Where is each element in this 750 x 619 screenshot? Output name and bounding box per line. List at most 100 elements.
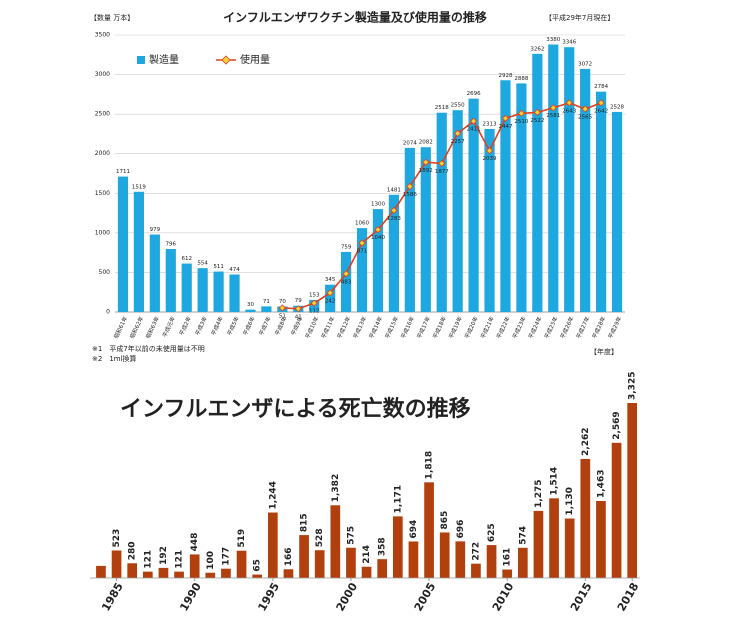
marker — [565, 99, 573, 107]
note: ※2 1ml換算 — [92, 354, 137, 363]
bar — [627, 403, 638, 578]
bar — [424, 482, 434, 578]
x-tick-label: 平成23年 — [510, 315, 527, 340]
bar — [372, 209, 384, 312]
x-tick-label: 2018 — [615, 581, 642, 614]
bar — [158, 567, 169, 578]
bar — [392, 516, 403, 578]
data-label: 30 — [247, 302, 254, 308]
bar — [404, 147, 415, 312]
data-label: 51 — [279, 313, 286, 319]
data-label: 2642 — [594, 108, 608, 114]
data-label: 71 — [263, 299, 270, 305]
data-label: 2550 — [451, 103, 465, 109]
data-label: 79 — [295, 298, 302, 304]
data-label: 554 — [197, 261, 208, 267]
bar — [340, 251, 352, 312]
data-label: 2581 — [546, 113, 560, 119]
data-label: 1,244 — [268, 481, 278, 509]
x-tick-label: 平成17年 — [415, 315, 432, 340]
y-axis-label: 【数量 万本】 — [90, 13, 134, 22]
data-label: 1060 — [355, 221, 369, 227]
marker — [294, 305, 302, 313]
bar — [197, 268, 208, 312]
data-label: 796 — [166, 242, 177, 248]
data-label: 694 — [409, 520, 419, 539]
x-tick-label: 2000 — [334, 580, 361, 613]
data-label: 272 — [471, 542, 481, 561]
y-tick-label: 2000 — [95, 150, 110, 157]
data-label: 625 — [487, 523, 497, 542]
bar — [330, 505, 341, 578]
y-tick-label: 3500 — [95, 32, 110, 39]
data-label: 2257 — [451, 139, 465, 145]
data-label: 759 — [341, 244, 352, 250]
bar — [486, 545, 497, 578]
data-label: 1481 — [387, 187, 401, 193]
x-tick-label: 平成7年 — [257, 315, 273, 337]
data-label: 483 — [341, 279, 352, 285]
data-label: 1,514 — [550, 467, 560, 495]
x-tick-label: 昭和63年 — [144, 315, 161, 340]
x-tick-label: 平成2年 — [177, 315, 193, 337]
bar — [484, 128, 495, 312]
bar — [517, 547, 528, 578]
bar — [221, 568, 231, 578]
data-label: 2528 — [610, 104, 624, 110]
data-label: 2565 — [578, 114, 592, 120]
data-label: 2082 — [419, 140, 433, 146]
marker — [581, 105, 589, 113]
bar — [174, 571, 184, 578]
bar — [261, 306, 272, 312]
data-label: 1877 — [435, 169, 449, 175]
y-tick-label: 2500 — [95, 111, 110, 118]
data-label: 474 — [229, 267, 240, 273]
data-label: 166 — [284, 547, 294, 566]
bar — [548, 44, 559, 313]
legend-marker — [221, 55, 231, 65]
x-tick-label: 平成12年 — [335, 315, 352, 340]
x-tick-label: 平成21年 — [479, 315, 496, 340]
x-tick-label: 平成11年 — [319, 315, 336, 340]
data-label: 1283 — [387, 216, 401, 222]
bar — [468, 98, 479, 312]
data-label: 1300 — [371, 202, 385, 208]
bar — [213, 271, 224, 312]
bar — [596, 501, 606, 578]
data-label: 519 — [237, 529, 247, 548]
marker — [470, 117, 478, 125]
marker — [454, 129, 462, 137]
x-tick-label: 平成28年 — [590, 315, 607, 340]
marker — [422, 158, 430, 166]
data-label: 2074 — [403, 140, 417, 146]
data-label: 2313 — [483, 121, 497, 127]
bar — [142, 571, 153, 578]
y-tick-label: 3000 — [95, 71, 110, 78]
bar — [245, 309, 256, 312]
bar — [564, 518, 575, 578]
bar — [408, 541, 419, 578]
x-tick-label: 平成22年 — [494, 315, 511, 340]
data-label: 865 — [440, 511, 450, 530]
data-label: 1040 — [371, 235, 385, 241]
data-label: 1,275 — [534, 479, 544, 507]
x-tick-label: 平成16年 — [399, 315, 416, 340]
data-label: 575 — [346, 526, 356, 545]
data-label: 2039 — [483, 156, 497, 162]
data-label: 153 — [309, 292, 320, 298]
bar — [611, 111, 623, 313]
bar — [96, 565, 106, 578]
data-label: 3,325 — [628, 372, 638, 400]
bar — [564, 47, 575, 313]
data-label: 871 — [357, 249, 368, 255]
data-label: 242 — [325, 298, 336, 304]
data-label: 214 — [362, 545, 372, 564]
bar — [181, 263, 192, 312]
data-label: 70 — [279, 299, 286, 305]
marker — [533, 108, 541, 116]
bar — [420, 147, 431, 312]
bar — [149, 234, 160, 312]
bar — [299, 535, 309, 578]
bar — [580, 458, 591, 578]
